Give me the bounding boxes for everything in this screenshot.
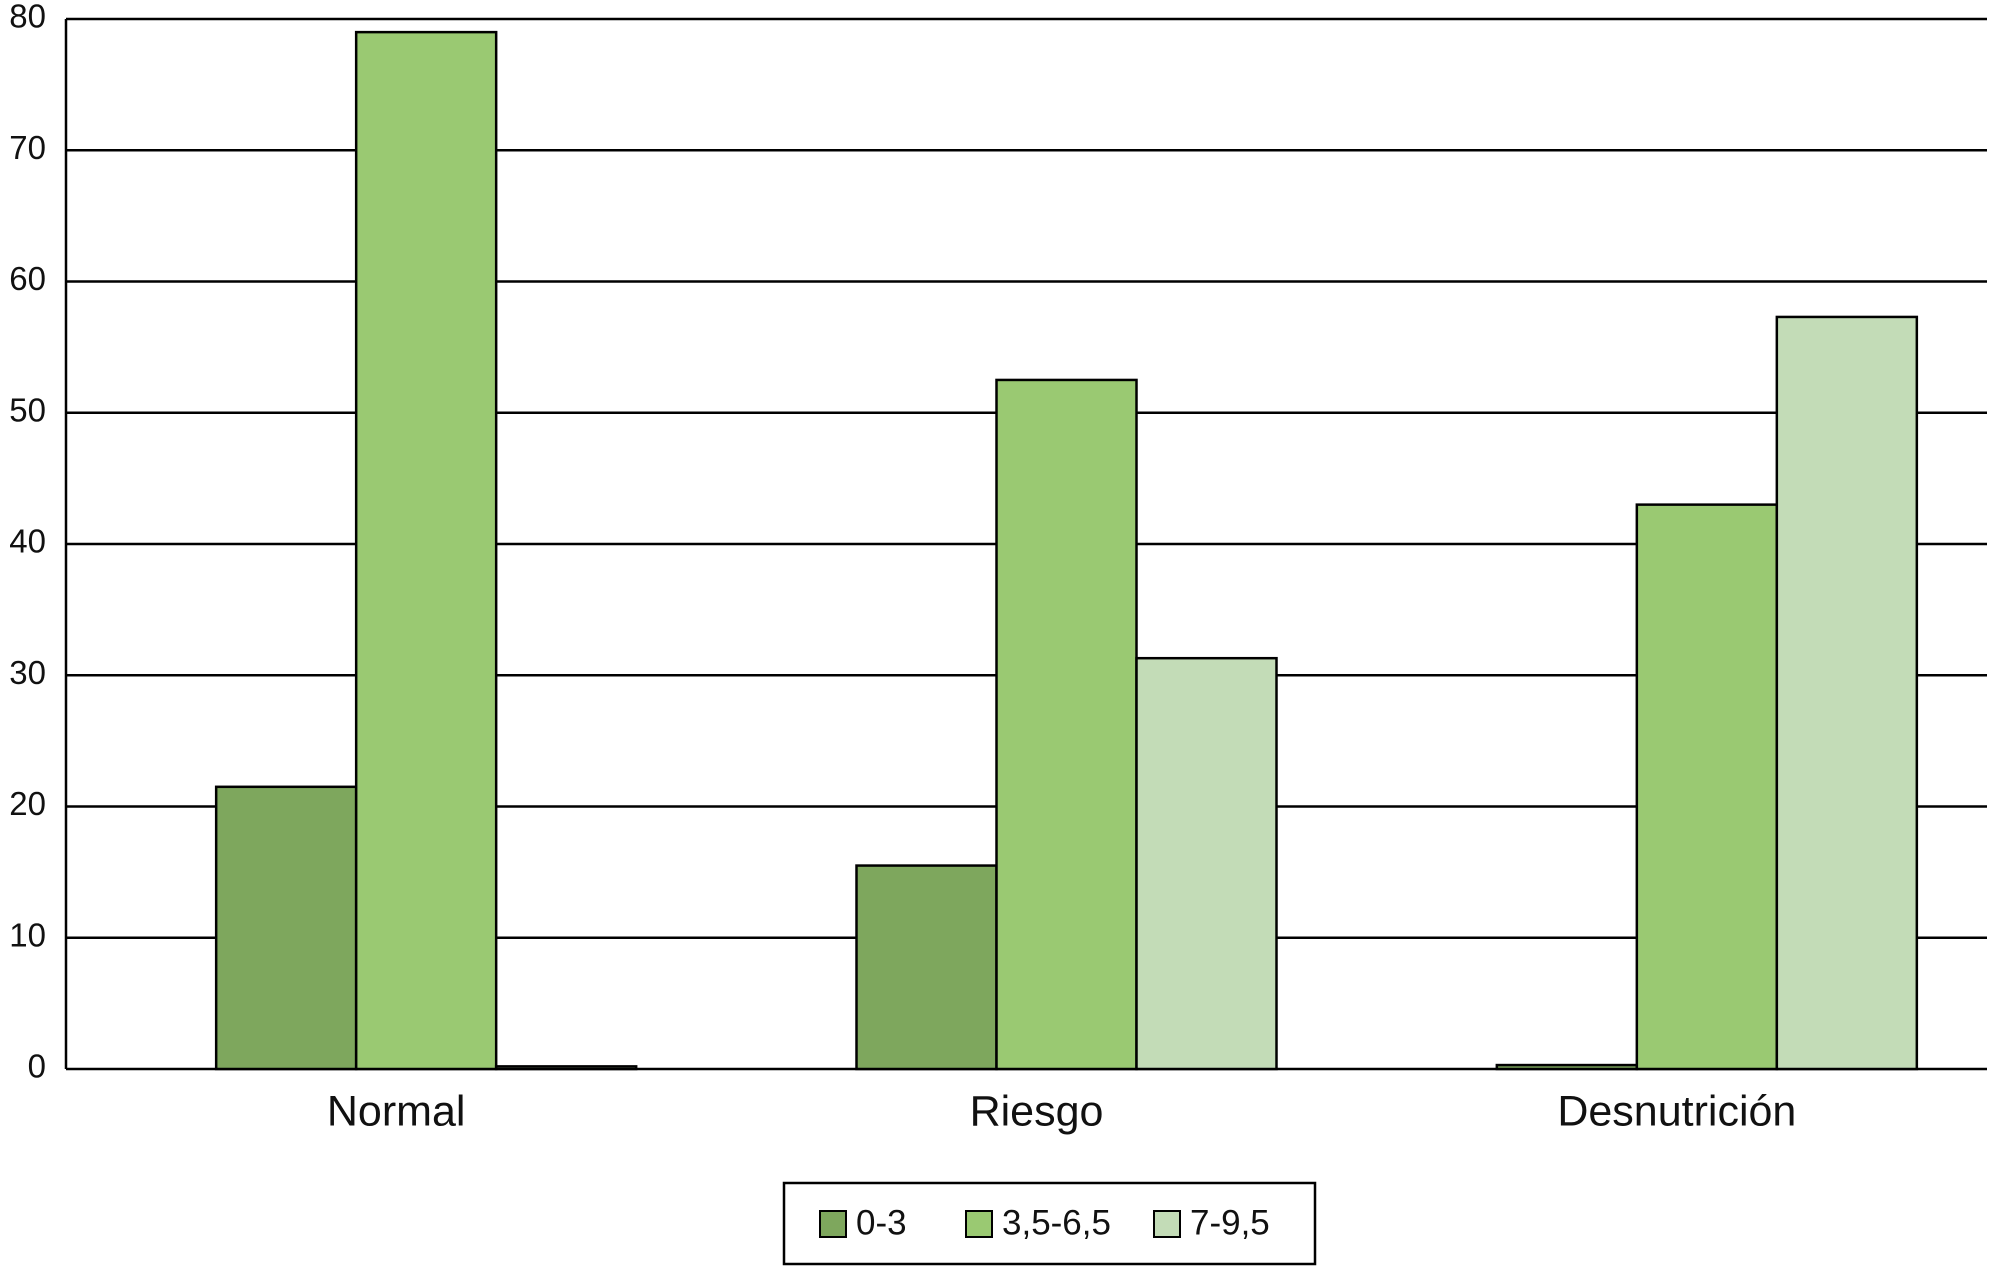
legend-label: 7-9,5 xyxy=(1190,1203,1270,1242)
legend-label: 3,5-6,5 xyxy=(1002,1203,1111,1242)
y-tick-label: 30 xyxy=(9,654,46,691)
y-tick-label: 20 xyxy=(9,785,46,822)
bar xyxy=(995,378,1138,1071)
bar xyxy=(855,864,998,1071)
bar xyxy=(1495,1063,1639,1071)
y-tick-label: 10 xyxy=(9,916,46,953)
legend-box xyxy=(782,1181,1317,1266)
bar xyxy=(214,785,358,1071)
legend-swatch xyxy=(965,1210,993,1238)
y-tick-label: 50 xyxy=(9,391,46,428)
x-tick-label: Normal xyxy=(327,1087,466,1135)
y-tick-label: 0 xyxy=(28,1048,46,1085)
y-tick-label: 70 xyxy=(9,129,46,166)
legend-swatch xyxy=(1153,1210,1181,1238)
bar xyxy=(494,1065,638,1071)
y-tick-label: 80 xyxy=(9,0,46,35)
y-tick-label: 60 xyxy=(9,260,46,297)
legend-label: 0-3 xyxy=(856,1203,907,1242)
bar xyxy=(1635,503,1779,1071)
bar xyxy=(1135,656,1278,1071)
x-tick-label: Desnutrición xyxy=(1557,1087,1796,1135)
x-tick-label: Riesgo xyxy=(970,1087,1104,1135)
bar xyxy=(354,30,498,1071)
bar xyxy=(1775,315,1919,1071)
legend-swatch xyxy=(819,1210,847,1238)
y-tick-label: 40 xyxy=(9,523,46,560)
